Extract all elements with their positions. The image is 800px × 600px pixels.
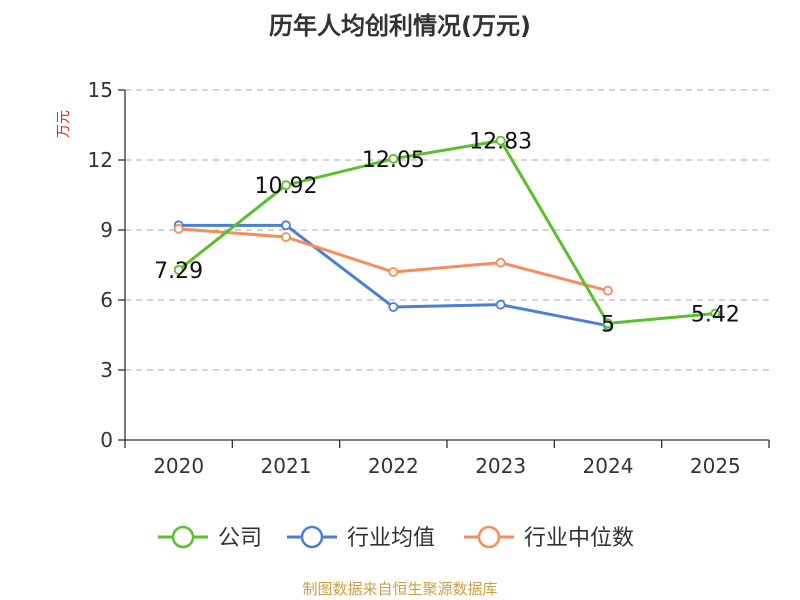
data-label: 5.42 [691, 303, 740, 328]
gridlines [125, 89, 769, 371]
x-tick-label: 2025 [690, 454, 741, 478]
x-tick-label: 2022 [368, 454, 419, 478]
x-tick-label: 2023 [475, 454, 526, 478]
y-axis-label: 万元 [56, 110, 72, 138]
data-point [173, 223, 184, 234]
chart-title: 历年人均创利情况(万元) [269, 12, 531, 40]
data-point [495, 135, 506, 146]
x-tick-label: 2021 [261, 454, 312, 478]
data-label: 7.29 [154, 259, 203, 284]
source-note: 制图数据来自恒生聚源数据库 [302, 580, 497, 598]
legend-marker [477, 525, 501, 549]
x-tick-label: 2024 [583, 454, 634, 478]
data-point [173, 264, 184, 275]
legend-label: 行业均值 [347, 526, 435, 551]
data-point [281, 220, 291, 231]
data-labels: 7.29 10.92 12.05 12.83 5 5.42 [154, 130, 740, 338]
data-point [495, 299, 506, 310]
series-line-2 [178, 227, 609, 293]
legend-marker [300, 525, 324, 549]
legend-marker [171, 525, 195, 549]
data-point [710, 308, 721, 319]
x-tick-label: 2020 [153, 454, 204, 478]
y-tick-label: 15 [88, 78, 113, 102]
y-tick-label: 6 [100, 288, 113, 312]
y-tick-label: 9 [100, 218, 113, 242]
axes: 0 3 6 9 12 15 2020 2021 2022 2023 2024 2025 [88, 78, 770, 478]
y-tick-label: 3 [100, 358, 113, 382]
data-label: 10.92 [255, 174, 318, 199]
data-point [495, 257, 506, 268]
data-label: 12.05 [362, 148, 425, 173]
data-point [603, 318, 613, 329]
series-line-0 [177, 139, 716, 325]
data-point [388, 267, 399, 277]
data-point [603, 285, 613, 296]
y-tick-label: 0 [100, 428, 113, 452]
data-point [281, 232, 291, 242]
legend-label: 公司 [218, 526, 262, 551]
data-point [281, 180, 291, 191]
data-point [388, 302, 399, 312]
data-label: 5 [601, 312, 615, 337]
legend: 公司 行业均值 行业中位数 [158, 525, 634, 551]
data-label: 12.83 [469, 130, 532, 155]
legend-label: 行业中位数 [524, 526, 634, 551]
y-tick-label: 12 [88, 148, 113, 172]
data-point [388, 153, 399, 164]
series-group [173, 135, 721, 331]
